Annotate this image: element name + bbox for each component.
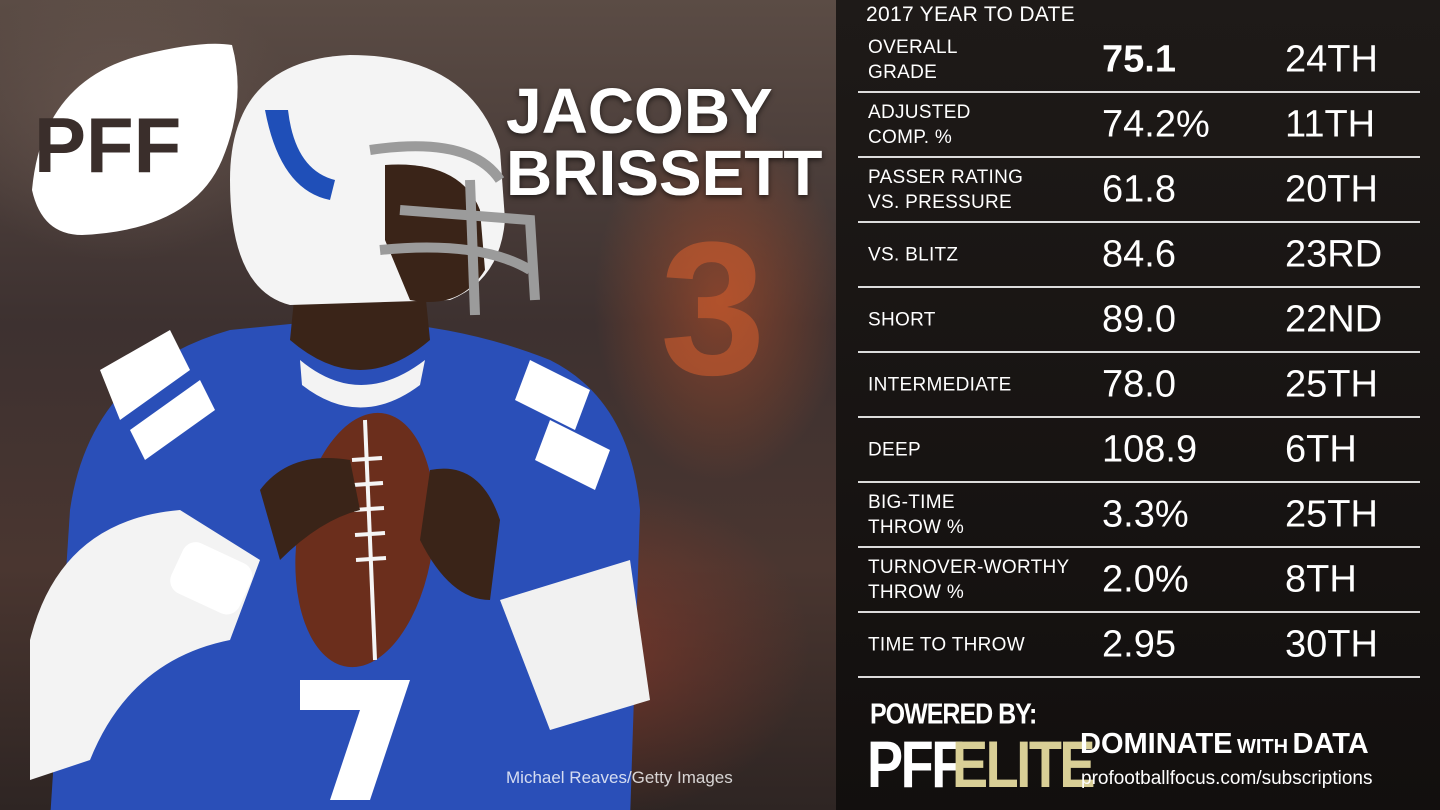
stat-label: TURNOVER-WORTHY THROW %	[868, 556, 1070, 603]
stat-label: PASSER RATING VS. PRESSURE	[868, 166, 1024, 213]
stat-value: 108.9	[1102, 428, 1198, 470]
pff-elite-logo-elite: ELITE	[952, 727, 1096, 801]
stat-rank: 24TH	[1285, 38, 1378, 80]
stats-title: 2017 YEAR TO DATE	[866, 3, 1075, 26]
stat-rank: 25TH	[1285, 493, 1378, 535]
stat-value: 89.0	[1102, 298, 1176, 340]
stat-row: INTERMEDIATE 78.0 25TH	[858, 353, 1420, 418]
stat-row: ADJUSTED COMP. % 74.2% 11TH	[858, 93, 1420, 158]
stat-rank: 8TH	[1285, 558, 1357, 600]
stat-row: TURNOVER-WORTHY THROW % 2.0% 8TH	[858, 548, 1420, 613]
stat-row: SHORT 89.0 22ND	[858, 288, 1420, 353]
stat-rank: 22ND	[1285, 298, 1383, 340]
stat-rank: 23RD	[1285, 233, 1383, 275]
pff-logo: PFF	[32, 43, 238, 235]
stat-row: VS. BLITZ 84.6 23RD	[858, 223, 1420, 288]
player-illustration	[30, 55, 650, 810]
pff-logo-text: PFF	[34, 101, 181, 189]
stat-row: PASSER RATING VS. PRESSURE 61.8 20TH	[858, 158, 1420, 223]
stat-rank: 25TH	[1285, 363, 1378, 405]
stat-label: TIME TO THROW	[868, 634, 1025, 655]
stat-label: INTERMEDIATE	[868, 374, 1012, 395]
stat-label: DEEP	[868, 439, 921, 460]
stat-label: VS. BLITZ	[868, 244, 959, 265]
player-last-name: BRISSETT	[506, 137, 823, 209]
stat-rank: 11TH	[1285, 103, 1376, 145]
stat-label: BIG-TIME THROW %	[868, 491, 965, 538]
stat-value: 2.95	[1102, 623, 1176, 665]
player-first-name: JACOBY	[506, 75, 773, 147]
stat-label: SHORT	[868, 309, 936, 330]
stat-rank: 30TH	[1285, 623, 1378, 665]
player-name: JACOBY BRISSETT	[506, 75, 836, 209]
player-photo: 3	[0, 0, 836, 810]
stat-label: OVERALL GRADE	[868, 36, 958, 83]
stat-rank: 20TH	[1285, 168, 1378, 210]
stat-value: 61.8	[1102, 168, 1176, 210]
stat-value: 84.6	[1102, 233, 1176, 275]
tagline: DOMINATE WITH DATA	[1080, 728, 1369, 761]
stat-value: 78.0	[1102, 363, 1176, 405]
photo-credit: Michael Reaves/Getty Images	[506, 768, 733, 787]
stat-row: DEEP 108.9 6TH	[858, 418, 1420, 483]
stat-row: OVERALL GRADE 75.1 24TH	[858, 28, 1420, 93]
tagline-with: WITH	[1236, 736, 1289, 758]
stat-row: BIG-TIME THROW % 3.3% 25TH	[858, 483, 1420, 548]
stat-rank: 6TH	[1285, 428, 1357, 470]
stat-value: 3.3%	[1102, 493, 1189, 535]
stat-value: 2.0%	[1102, 558, 1189, 600]
powered-by-label: POWERED BY:	[870, 698, 1037, 731]
stats-panel: 2017 YEAR TO DATE OVERALL GRADE 75.1 24TH A…	[836, 0, 1440, 810]
subscription-url[interactable]: profootballfocus.com/subscriptions	[1081, 768, 1373, 789]
stat-value: 75.1	[1102, 38, 1176, 80]
stat-value: 74.2%	[1102, 103, 1210, 145]
tagline-dominate: DOMINATE	[1080, 728, 1233, 760]
stats-table: OVERALL GRADE 75.1 24TH ADJUSTED COMP. % 74.…	[858, 28, 1420, 678]
background-jersey-number: 3	[660, 203, 766, 415]
pff-elite-logo-pff: PFF	[867, 727, 964, 801]
stat-label: ADJUSTED COMP. %	[868, 101, 971, 148]
tagline-data: DATA	[1292, 728, 1369, 760]
stat-row: TIME TO THROW 2.95 30TH	[858, 613, 1420, 678]
